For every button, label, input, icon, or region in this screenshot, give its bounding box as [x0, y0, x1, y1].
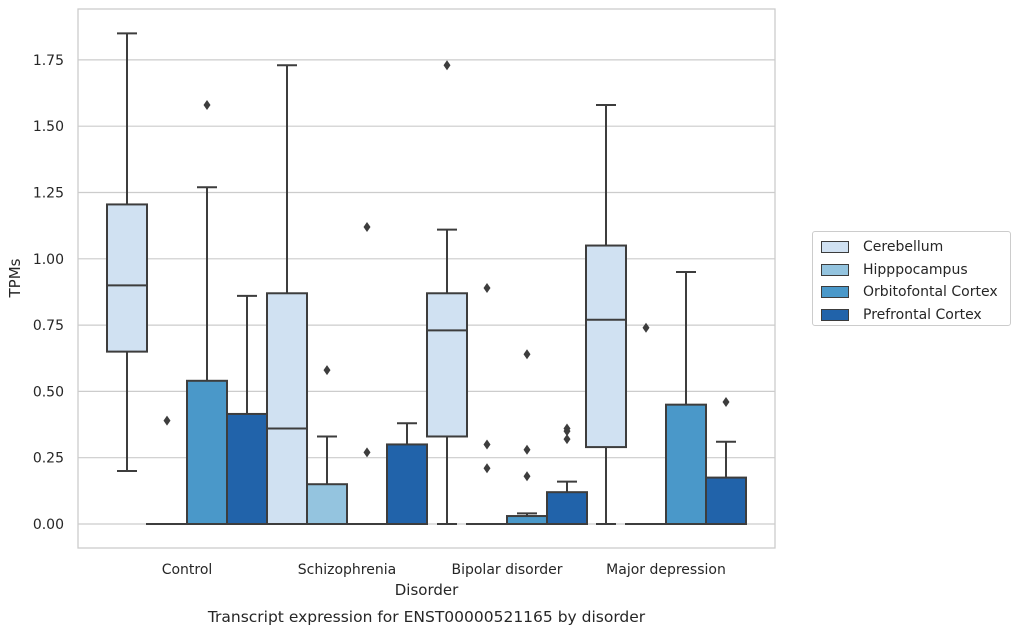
- legend-swatch: [821, 241, 849, 254]
- box-body: [506, 515, 548, 526]
- box-body: [665, 403, 707, 525]
- box-body: [226, 412, 268, 525]
- outlier-point: [523, 471, 531, 482]
- box-prefrontal-cortex-1: [386, 422, 428, 525]
- box-body: [546, 491, 588, 525]
- x-tick-label: Major depression: [606, 562, 726, 578]
- y-tick-label: 0.25: [33, 451, 64, 467]
- box-body: [106, 203, 148, 353]
- outlier-point: [363, 447, 371, 458]
- legend-swatch: [821, 263, 849, 276]
- box-body: [266, 292, 308, 525]
- box-cerebellum-1: [266, 64, 308, 525]
- box-prefrontal-cortex-3: [705, 397, 747, 525]
- y-axis-label: TPMs: [6, 258, 24, 298]
- y-tick-label: 0.75: [33, 318, 64, 334]
- box-prefrontal-cortex-0: [226, 294, 268, 525]
- y-tick-label: 0.50: [33, 384, 64, 400]
- legend-item: Orbitofontal Cortex: [821, 281, 1002, 304]
- legend-item: Prefrontal Cortex: [821, 304, 1002, 327]
- outlier-point: [523, 444, 531, 455]
- chart-caption: Transcript expression for ENST0000052116…: [207, 608, 646, 626]
- box-cerebellum-3: [585, 103, 627, 525]
- box-body: [426, 292, 468, 438]
- x-tick-label: Schizophrenia: [298, 562, 396, 578]
- outlier-point: [642, 322, 650, 333]
- legend-item: Cerebellum: [821, 236, 1002, 259]
- outlier-point: [483, 439, 491, 450]
- y-tick-label: 1.75: [33, 53, 64, 69]
- box-hipppocampus-1: [306, 365, 348, 525]
- box-prefrontal-cortex-2: [546, 423, 588, 525]
- legend-item: Hipppocampus: [821, 259, 1002, 282]
- outlier-point: [323, 365, 331, 376]
- outlier-point: [483, 463, 491, 474]
- box-hipppocampus-0: [146, 415, 188, 526]
- x-tick-label: Control: [162, 562, 213, 578]
- y-tick-label: 1.50: [33, 119, 64, 135]
- box-orbitofontal-cortex-0: [186, 99, 228, 525]
- legend-label: Hipppocampus: [863, 261, 968, 278]
- boxes-group: [106, 32, 747, 526]
- y-tick-label: 1.25: [33, 186, 64, 202]
- legend-swatch: [821, 286, 849, 299]
- legend: Cerebellum Hipppocampus Orbitofontal Corte…: [812, 231, 1011, 326]
- box-hipppocampus-2: [466, 282, 508, 526]
- outlier-point: [563, 426, 571, 437]
- box-orbitofontal-cortex-3: [665, 271, 707, 525]
- y-tick-label: 1.00: [33, 252, 64, 268]
- outlier-point: [563, 434, 571, 445]
- box-body: [705, 476, 747, 525]
- x-tick-label: Bipolar disorder: [451, 562, 562, 578]
- outlier-point: [363, 221, 371, 232]
- outlier-point: [203, 99, 211, 110]
- outlier-point: [443, 60, 451, 71]
- box-body: [306, 483, 348, 525]
- legend-label: Cerebellum: [863, 239, 944, 256]
- plot-frame: [77, 8, 776, 549]
- y-tick-labels: 0.00 0.25 0.50 0.75 1.00 1.25 1.50 1.75: [33, 53, 64, 533]
- legend-label: Prefrontal Cortex: [863, 306, 982, 323]
- box-hipppocampus-3: [625, 322, 667, 526]
- box-orbitofontal-cortex-2: [506, 349, 548, 526]
- y-tick-label: 0.00: [33, 517, 64, 533]
- box-body: [186, 379, 228, 525]
- box-body: [386, 443, 428, 525]
- outlier-point: [483, 282, 491, 293]
- x-tick-labels: Control Schizophrenia Bipolar disorder Majo…: [162, 562, 726, 578]
- outlier-point: [163, 415, 171, 426]
- legend-swatch: [821, 308, 849, 321]
- box-body: [585, 244, 627, 449]
- legend-label: Orbitofontal Cortex: [863, 284, 998, 301]
- outlier-point: [722, 397, 730, 408]
- x-axis-label: Disorder: [395, 581, 459, 599]
- box-cerebellum-0: [106, 32, 148, 472]
- box-orbitofontal-cortex-1: [346, 221, 388, 526]
- box-cerebellum-2: [426, 60, 468, 525]
- outlier-point: [523, 349, 531, 360]
